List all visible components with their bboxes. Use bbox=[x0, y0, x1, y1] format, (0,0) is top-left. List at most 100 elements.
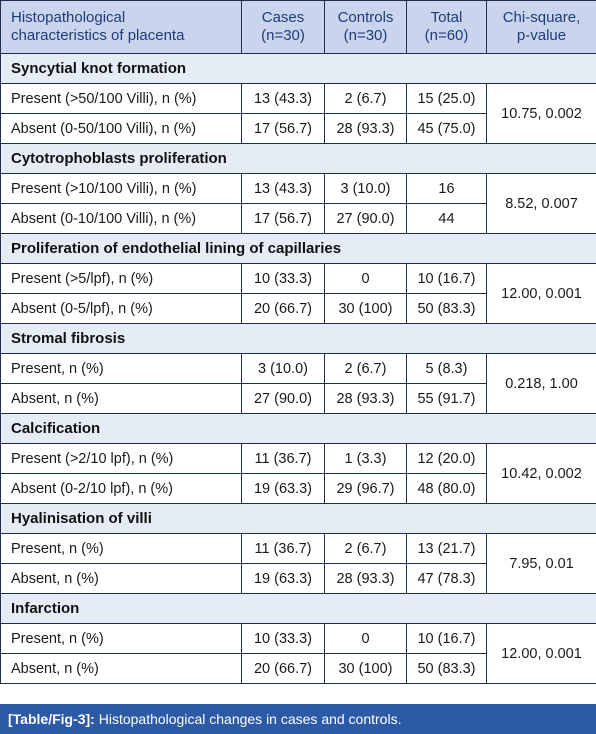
header-cases-line1: Cases bbox=[261, 9, 305, 26]
header-controls: Controls (n=30) bbox=[324, 0, 407, 54]
controls-value: 0 bbox=[324, 263, 407, 294]
table-row: Absent (0-50/100 Villi), n (%) 17 (56.7)… bbox=[0, 113, 596, 144]
section-title: Syncytial knot formation bbox=[0, 53, 596, 84]
section-title: Calcification bbox=[0, 413, 596, 444]
total-value: 44 bbox=[406, 203, 487, 234]
total-value: 5 (8.3) bbox=[406, 353, 487, 384]
total-value: 15 (25.0) bbox=[406, 83, 487, 114]
total-value: 10 (16.7) bbox=[406, 263, 487, 294]
table-row: Present (>2/10 lpf), n (%) 11 (36.7) 1 (… bbox=[0, 443, 596, 504]
chi-square-value: 10.75, 0.002 bbox=[486, 83, 596, 144]
section-title: Stromal fibrosis bbox=[0, 323, 596, 354]
table-row: Present (>5/lpf), n (%) 10 (33.3) 0 10 (… bbox=[0, 263, 596, 324]
section-row: Calcification bbox=[0, 413, 596, 444]
cases-value: 19 (63.3) bbox=[241, 563, 325, 594]
table-row: Present (>10/100 Villi), n (%) 13 (43.3)… bbox=[0, 173, 596, 234]
total-value: 45 (75.0) bbox=[406, 113, 487, 144]
total-value: 50 (83.3) bbox=[406, 293, 487, 324]
row-label: Absent (0-2/10 lpf), n (%) bbox=[0, 473, 242, 504]
controls-value: 2 (6.7) bbox=[324, 533, 407, 564]
table-row: Absent (0-10/100 Villi), n (%) 17 (56.7)… bbox=[0, 203, 596, 234]
row-label: Absent, n (%) bbox=[0, 563, 242, 594]
controls-value: 29 (96.7) bbox=[324, 473, 407, 504]
table-row: Present (>50/100 Villi), n (%) 13 (43.3)… bbox=[0, 83, 596, 144]
total-value: 13 (21.7) bbox=[406, 533, 487, 564]
header-total-line1: Total bbox=[430, 9, 463, 26]
table-header-row: Histopathological characteristics of plac… bbox=[0, 0, 596, 54]
section-row: Proliferation of endothelial lining of c… bbox=[0, 233, 596, 264]
controls-value: 3 (10.0) bbox=[324, 173, 407, 204]
chi-square-value: 8.52, 0.007 bbox=[486, 173, 596, 234]
chi-square-value: 0.218, 1.00 bbox=[486, 353, 596, 414]
table-row: Present, n (%) 3 (10.0) 2 (6.7) 5 (8.3) … bbox=[0, 353, 596, 414]
table-row: Present, n (%) 11 (36.7) 2 (6.7) 13 (21.… bbox=[0, 533, 596, 594]
chi-square-value: 12.00, 0.001 bbox=[486, 623, 596, 684]
total-value: 50 (83.3) bbox=[406, 653, 487, 684]
cases-value: 27 (90.0) bbox=[241, 383, 325, 414]
header-characteristic-line1: Histopathological bbox=[11, 9, 126, 26]
section-title: Hyalinisation of villi bbox=[0, 503, 596, 534]
cases-value: 11 (36.7) bbox=[241, 443, 325, 474]
cases-value: 11 (36.7) bbox=[241, 533, 325, 564]
controls-value: 0 bbox=[324, 623, 407, 654]
cases-value: 19 (63.3) bbox=[241, 473, 325, 504]
controls-value: 28 (93.3) bbox=[324, 113, 407, 144]
header-cases: Cases (n=30) bbox=[241, 0, 325, 54]
cases-value: 17 (56.7) bbox=[241, 203, 325, 234]
row-label: Present, n (%) bbox=[0, 353, 242, 384]
cases-value: 13 (43.3) bbox=[241, 83, 325, 114]
table-row: Absent, n (%) 20 (66.7) 30 (100) 50 (83.… bbox=[0, 653, 596, 684]
cases-value: 10 (33.3) bbox=[241, 623, 325, 654]
row-label: Present, n (%) bbox=[0, 533, 242, 564]
header-characteristic-line2: characteristics of placenta bbox=[11, 27, 185, 44]
section-row: Infarction bbox=[0, 593, 596, 624]
chi-square-value: 10.42, 0.002 bbox=[486, 443, 596, 504]
row-label: Absent (0-50/100 Villi), n (%) bbox=[0, 113, 242, 144]
total-value: 10 (16.7) bbox=[406, 623, 487, 654]
header-chi-square: Chi-square, p-value bbox=[486, 0, 596, 54]
controls-value: 2 (6.7) bbox=[324, 353, 407, 384]
row-label: Present (>50/100 Villi), n (%) bbox=[0, 83, 242, 114]
row-label: Present (>10/100 Villi), n (%) bbox=[0, 173, 242, 204]
table-caption: [Table/Fig-3]: Histopathological changes… bbox=[0, 704, 596, 734]
total-value: 16 bbox=[406, 173, 487, 204]
section-row: Cytotrophoblasts proliferation bbox=[0, 143, 596, 174]
total-value: 47 (78.3) bbox=[406, 563, 487, 594]
section-title: Infarction bbox=[0, 593, 596, 624]
header-cases-line2: (n=30) bbox=[261, 27, 305, 44]
cases-value: 17 (56.7) bbox=[241, 113, 325, 144]
section-row: Hyalinisation of villi bbox=[0, 503, 596, 534]
controls-value: 30 (100) bbox=[324, 653, 407, 684]
table-row: Absent (0-5/lpf), n (%) 20 (66.7) 30 (10… bbox=[0, 293, 596, 324]
header-chi-line1: Chi-square, bbox=[502, 9, 581, 26]
histopathology-table: Histopathological characteristics of plac… bbox=[0, 0, 596, 684]
row-label: Absent (0-5/lpf), n (%) bbox=[0, 293, 242, 324]
section-row: Stromal fibrosis bbox=[0, 323, 596, 354]
controls-value: 27 (90.0) bbox=[324, 203, 407, 234]
table-row: Absent, n (%) 19 (63.3) 28 (93.3) 47 (78… bbox=[0, 563, 596, 594]
controls-value: 1 (3.3) bbox=[324, 443, 407, 474]
header-controls-line2: (n=30) bbox=[343, 27, 388, 44]
row-label: Present (>5/lpf), n (%) bbox=[0, 263, 242, 294]
cases-value: 20 (66.7) bbox=[241, 653, 325, 684]
row-label: Absent, n (%) bbox=[0, 653, 242, 684]
header-total-line2: (n=60) bbox=[424, 27, 469, 44]
cases-value: 13 (43.3) bbox=[241, 173, 325, 204]
section-title: Proliferation of endothelial lining of c… bbox=[0, 233, 596, 264]
controls-value: 30 (100) bbox=[324, 293, 407, 324]
total-value: 48 (80.0) bbox=[406, 473, 487, 504]
section-title: Cytotrophoblasts proliferation bbox=[0, 143, 596, 174]
cases-value: 20 (66.7) bbox=[241, 293, 325, 324]
caption-text: Histopathological changes in cases and c… bbox=[98, 711, 402, 727]
caption-label: [Table/Fig-3]: bbox=[8, 711, 95, 727]
controls-value: 28 (93.3) bbox=[324, 563, 407, 594]
chi-square-value: 7.95, 0.01 bbox=[486, 533, 596, 594]
table-row: Absent, n (%) 27 (90.0) 28 (93.3) 55 (91… bbox=[0, 383, 596, 414]
header-chi-line2: p-value bbox=[516, 27, 567, 44]
row-label: Present (>2/10 lpf), n (%) bbox=[0, 443, 242, 474]
total-value: 55 (91.7) bbox=[406, 383, 487, 414]
cases-value: 10 (33.3) bbox=[241, 263, 325, 294]
header-total: Total (n=60) bbox=[406, 0, 487, 54]
section-row: Syncytial knot formation bbox=[0, 53, 596, 84]
